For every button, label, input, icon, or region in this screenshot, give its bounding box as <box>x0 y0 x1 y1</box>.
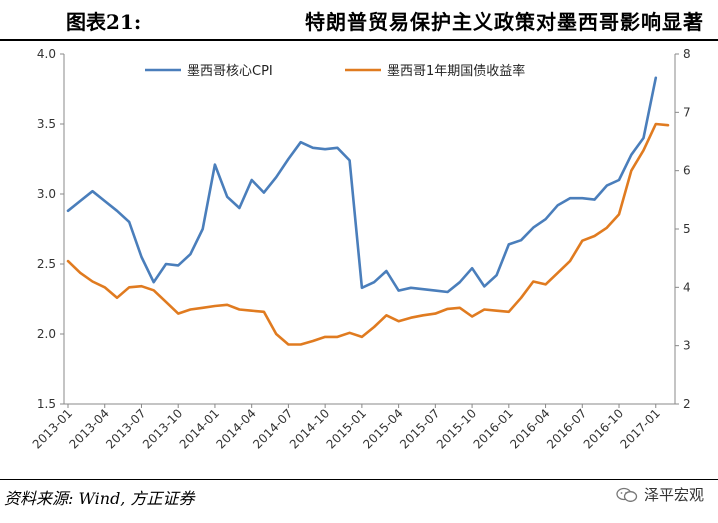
top-rule <box>0 39 718 41</box>
legend-label: 墨西哥核心CPI <box>187 64 273 79</box>
y-right-tick-label: 7 <box>683 105 691 119</box>
y-left-tick-label: 3.0 <box>37 187 56 201</box>
y-right-tick-label: 8 <box>683 47 691 61</box>
y-right-tick-label: 5 <box>683 222 691 236</box>
source-note: 资料来源: Wind, 方正证券 <box>4 489 195 508</box>
title-row: 图表21: 特朗普贸易保护主义政策对墨西哥影响显著 <box>0 0 718 40</box>
legend-label: 墨西哥1年期国债收益率 <box>387 63 525 79</box>
wechat-icon <box>616 487 638 502</box>
y-left-tick-label: 2.5 <box>37 257 56 271</box>
series-line-bond-yield <box>66 122 670 346</box>
line-chart: 1.52.02.53.03.54.023456782013-012013-042… <box>30 47 691 452</box>
y-left-tick-label: 1.5 <box>37 397 56 411</box>
axes: 1.52.02.53.03.54.023456782013-012013-042… <box>30 47 691 452</box>
figure-number: 图表21: <box>66 10 142 34</box>
y-left-tick-label: 4.0 <box>37 47 56 61</box>
watermark-text: 泽平宏观 <box>643 486 704 504</box>
y-right-tick-label: 2 <box>683 397 691 411</box>
bottom-rule <box>0 479 718 480</box>
y-right-tick-label: 6 <box>683 164 691 178</box>
watermark: 泽平宏观 <box>616 484 704 505</box>
y-right-tick-label: 3 <box>683 339 691 353</box>
chart-title: 特朗普贸易保护主义政策对墨西哥影响显著 <box>305 10 704 34</box>
x-tick-label: 2017-01 <box>618 406 663 451</box>
series-layer <box>66 76 670 346</box>
y-left-tick-label: 2.0 <box>37 327 56 341</box>
y-right-tick-label: 4 <box>683 280 691 294</box>
series-line-core-cpi <box>66 76 658 294</box>
legend: 墨西哥核心CPI 墨西哥1年期国债收益率 <box>145 63 525 79</box>
y-left-tick-label: 3.5 <box>37 117 56 131</box>
